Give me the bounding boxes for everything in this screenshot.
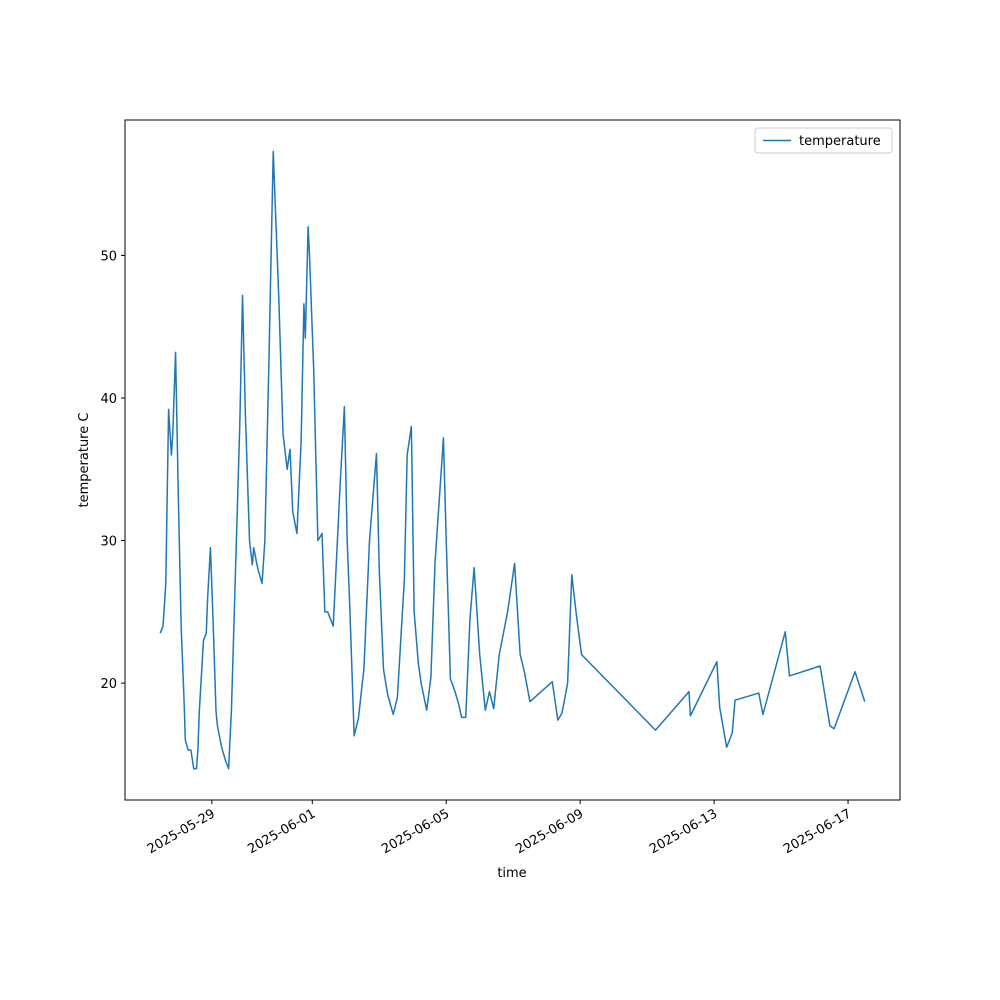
y-tick-label: 50 (100, 249, 117, 264)
y-tick-label: 20 (100, 677, 117, 692)
y-tick-label: 30 (100, 535, 117, 550)
plot-frame (124, 119, 901, 801)
line-series (159, 150, 866, 770)
y-tick-label: 40 (100, 392, 117, 407)
y-axis-label: temperature C (77, 413, 92, 508)
x-axis-label: time (497, 866, 526, 881)
legend-box (754, 127, 893, 154)
legend-label: temperature (799, 134, 881, 149)
